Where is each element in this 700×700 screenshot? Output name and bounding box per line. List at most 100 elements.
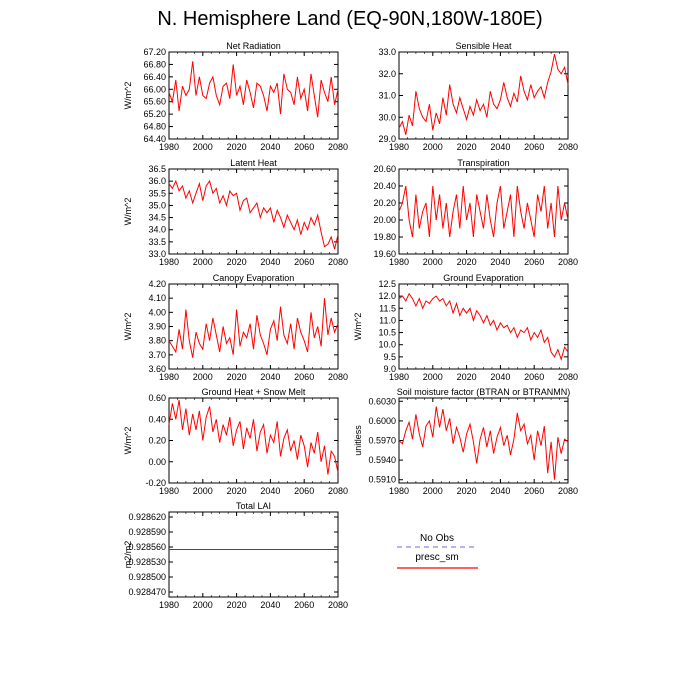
x-tick-label: 2080: [558, 372, 578, 382]
y-tick-label: 19.80: [373, 232, 396, 242]
figure-title: N. Hemisphere Land (EQ-90N,180W-180E): [157, 8, 543, 30]
x-tick-label: 2020: [457, 257, 477, 267]
chart-total-lai: Total LAI 1980 2000 2020 2040 2060 2080 0.92862…: [123, 501, 348, 610]
chart-sensible-heat: Sensible Heat 1980 2000 2020 2040 2060 2080 33.…: [378, 41, 578, 152]
y-tick-label: 10.5: [378, 328, 396, 338]
x-tick-label: 2020: [227, 142, 247, 152]
y-tick-label: 0.928590: [128, 527, 166, 537]
x-tick-label: 2040: [490, 257, 510, 267]
x-tick-label: 2060: [524, 257, 544, 267]
x-tick-label: 2060: [524, 486, 544, 496]
x-tick-label: 2000: [423, 257, 443, 267]
x-tick-label: 2060: [524, 372, 544, 382]
y-tick-label: 35.5: [148, 188, 166, 198]
y-tick-label: 31.0: [378, 91, 396, 101]
y-tick-label: 0.928560: [128, 542, 166, 552]
y-tick-label: 33.5: [148, 237, 166, 247]
y-tick-label: 3.80: [148, 336, 166, 346]
legend: No Obs presc_sm: [397, 533, 478, 569]
x-tick-label: 2060: [294, 142, 314, 152]
plot-frame: [398, 397, 569, 484]
series-line-presc_sm: [398, 406, 569, 480]
series-line-presc_sm: [398, 54, 569, 135]
plot-title: Ground Evaporation: [443, 273, 524, 283]
x-tick-label: 2020: [227, 372, 247, 382]
plot-frame: [168, 168, 339, 255]
x-tick-label: 1980: [159, 142, 179, 152]
x-tick-label: 2020: [227, 257, 247, 267]
x-tick-label: 2000: [423, 486, 443, 496]
x-tick-label: 2000: [423, 372, 443, 382]
y-tick-label: 0.928500: [128, 572, 166, 582]
plot-frame: [398, 283, 569, 370]
x-tick-label: 2000: [193, 142, 213, 152]
y-tick-label: 36.5: [148, 164, 166, 174]
x-tick-label: 2080: [558, 486, 578, 496]
plot-title: Latent Heat: [230, 158, 277, 168]
x-tick-label: 2060: [294, 600, 314, 610]
x-tick-label: 2000: [193, 486, 213, 496]
x-tick-label: 2020: [457, 372, 477, 382]
x-tick-label: 2000: [193, 372, 213, 382]
y-axis-label: W/m^2: [123, 198, 133, 226]
y-axis-label: unitless: [353, 425, 363, 456]
y-tick-label: 33.0: [148, 249, 166, 259]
x-tick-label: 2080: [328, 257, 348, 267]
x-tick-label: 1980: [389, 257, 409, 267]
y-tick-label: 3.60: [148, 364, 166, 374]
y-tick-label: 66.40: [143, 72, 166, 82]
y-tick-label: 4.20: [148, 279, 166, 289]
x-tick-label: 2000: [193, 600, 213, 610]
x-tick-label: 2080: [328, 372, 348, 382]
y-axis-label: W/m^2: [123, 313, 133, 341]
y-tick-label: 65.20: [143, 109, 166, 119]
series-line-presc_sm: [168, 179, 339, 250]
y-tick-label: 0.60: [148, 393, 166, 403]
y-tick-label: 9.5: [383, 352, 396, 362]
plot-title: Net Radiation: [226, 41, 281, 51]
y-tick-label: 4.10: [148, 293, 166, 303]
chart-net-radiation: Net Radiation 1980 2000 2020 2040 2060 2080 67.…: [123, 41, 348, 152]
y-tick-label: 34.0: [148, 225, 166, 235]
y-tick-label: 0.6000: [368, 416, 396, 426]
x-tick-label: 2080: [328, 486, 348, 496]
x-tick-label: 2020: [457, 486, 477, 496]
x-tick-label: 2040: [490, 486, 510, 496]
x-tick-label: 2060: [294, 372, 314, 382]
plot-title: Total LAI: [236, 501, 271, 511]
plot-frame: [168, 397, 339, 484]
y-tick-label: 20.60: [373, 164, 396, 174]
x-tick-label: 2080: [328, 142, 348, 152]
x-tick-label: 1980: [159, 600, 179, 610]
y-tick-label: 33.0: [378, 47, 396, 57]
y-tick-label: 64.40: [143, 134, 166, 144]
chart-soil-moisture-factor: Soil moisture factor (BTRAN or BTRANMN) 1…: [353, 387, 578, 496]
x-tick-label: 2020: [227, 600, 247, 610]
x-tick-label: 2040: [260, 142, 280, 152]
x-tick-label: 1980: [389, 486, 409, 496]
x-tick-label: 2020: [457, 142, 477, 152]
y-tick-label: 0.928620: [128, 512, 166, 522]
x-tick-label: 1980: [389, 372, 409, 382]
y-tick-label: 4.00: [148, 307, 166, 317]
y-tick-label: 66.00: [143, 84, 166, 94]
plot-frame: [398, 51, 569, 140]
x-tick-label: 2060: [294, 257, 314, 267]
x-tick-label: 1980: [159, 486, 179, 496]
x-tick-label: 2060: [294, 486, 314, 496]
plot-frame: [168, 511, 339, 598]
plot-title: Transpiration: [457, 158, 509, 168]
plot-frame: [398, 168, 569, 255]
chart-latent-heat: Latent Heat 1980 2000 2020 2040 2060 2080 36.5 3…: [123, 158, 348, 267]
y-tick-label: 0.00: [148, 457, 166, 467]
x-tick-label: 2040: [490, 142, 510, 152]
chart-ground-evaporation: Ground Evaporation 1980 2000 2020 2040 2060 20…: [353, 273, 578, 382]
y-tick-label: 0.928530: [128, 557, 166, 567]
chart-ground-heat-snow-melt: Ground Heat + Snow Melt 1980 2000 2020 2040 2…: [123, 387, 348, 496]
x-tick-label: 2040: [260, 372, 280, 382]
y-tick-label: 34.5: [148, 213, 166, 223]
x-tick-label: 2000: [423, 142, 443, 152]
x-tick-label: 2060: [524, 142, 544, 152]
y-tick-label: 35.0: [148, 200, 166, 210]
